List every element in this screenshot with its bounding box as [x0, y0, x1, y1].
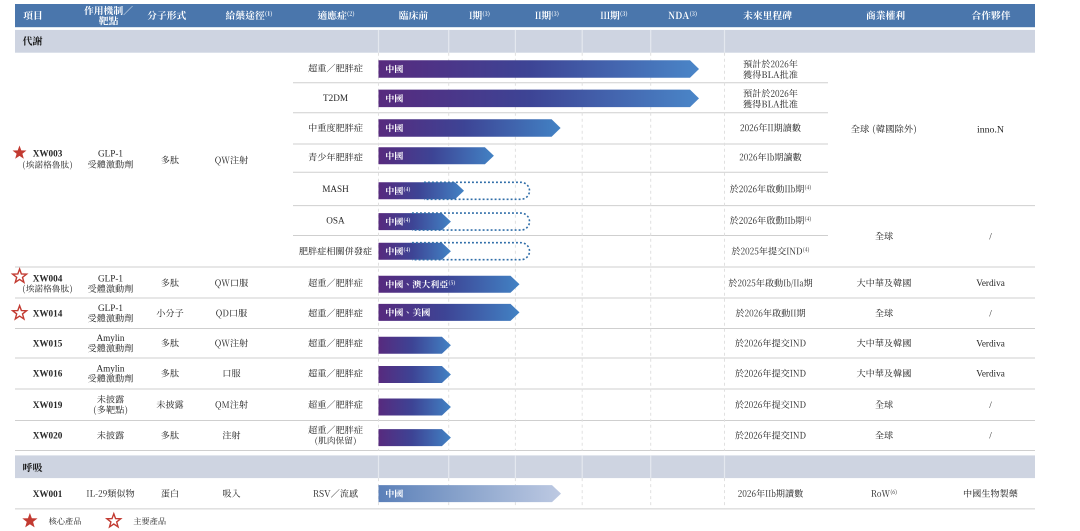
svg-text:MASH: MASH	[322, 184, 349, 194]
svg-text:inno.N: inno.N	[977, 124, 1004, 135]
svg-text:/: /	[989, 308, 992, 318]
svg-text:Verdiva: Verdiva	[976, 369, 1005, 379]
svg-text:XW014: XW014	[33, 308, 63, 318]
svg-text:/: /	[989, 431, 992, 441]
svg-text:XW019: XW019	[33, 400, 63, 410]
svg-text:OSA: OSA	[326, 216, 345, 226]
svg-text:/: /	[989, 400, 992, 410]
svg-text:XW004: XW004	[33, 274, 63, 284]
svg-text:Amylin: Amylin	[96, 333, 124, 343]
svg-text:/: /	[989, 231, 992, 241]
svg-text:GLP-1: GLP-1	[98, 274, 123, 284]
svg-text:XW003: XW003	[33, 148, 63, 158]
svg-text:Verdiva: Verdiva	[976, 338, 1005, 348]
svg-text:T2DM: T2DM	[323, 93, 348, 103]
svg-text:GLP-1: GLP-1	[98, 148, 123, 158]
svg-text:XW001: XW001	[33, 489, 63, 499]
svg-text:Amylin: Amylin	[96, 363, 124, 373]
svg-text:Verdiva: Verdiva	[976, 278, 1005, 288]
svg-text:XW016: XW016	[33, 369, 63, 379]
svg-text:XW015: XW015	[33, 338, 63, 348]
svg-text:GLP-1: GLP-1	[98, 303, 123, 313]
svg-text:XW020: XW020	[33, 431, 63, 441]
